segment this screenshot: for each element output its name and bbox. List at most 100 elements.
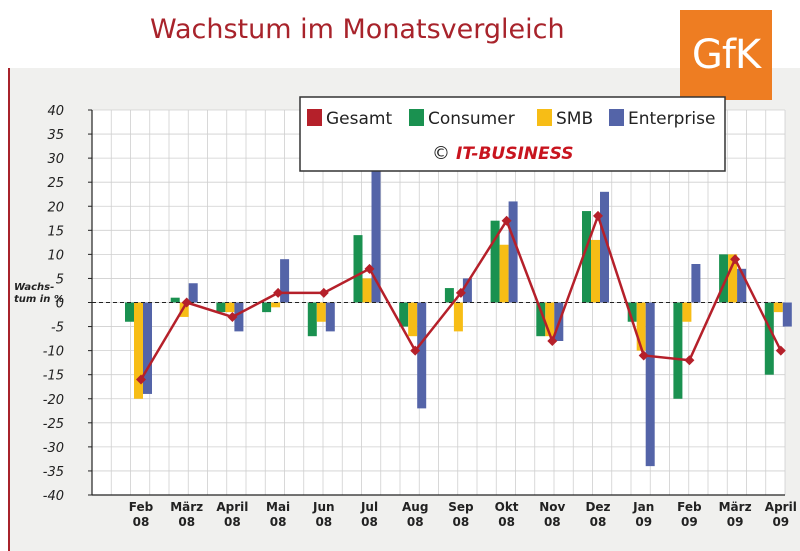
bar-smb-3 [271, 302, 281, 308]
x-label-year-4: 08 [315, 515, 332, 529]
bar-enterprise-13 [737, 268, 747, 303]
x-label-month-8: Okt [495, 500, 519, 514]
x-label-year-12: 09 [681, 515, 698, 529]
copyright-text: IT-BUSINESS [456, 144, 574, 164]
bar-consumer-8 [490, 220, 500, 303]
bar-enterprise-7 [462, 278, 472, 303]
y-tick-label-25: 25 [47, 176, 64, 191]
y-axis-label-line1: Wachs- [14, 282, 54, 293]
y-tick-labels: 40 35 30 25 20 15 10 5 0 -5 -10 -15 -20 -25 -30 -35 -40 [43, 104, 64, 504]
bar-consumer-4 [307, 302, 317, 337]
y-tick-label-10: 10 [47, 248, 64, 263]
gesamt-point-5 [364, 263, 375, 274]
x-label-month-13: März [719, 500, 752, 514]
bar-smb-8 [499, 244, 509, 303]
bar-enterprise-1 [188, 283, 198, 303]
gesamt-point-1 [181, 297, 192, 308]
y-tick-label-15: 15 [47, 224, 64, 239]
gesamt-point-14 [775, 345, 786, 356]
legend-label-consumer: Consumer [428, 109, 515, 129]
gfk-logo: GfK [680, 10, 772, 100]
left-accent-line [8, 68, 10, 551]
legend-swatch-consumer [409, 109, 424, 126]
legend-swatch-gesamt [307, 109, 322, 126]
x-label-month-1: März [170, 500, 203, 514]
y-tick-label--20: -20 [43, 393, 64, 408]
bar-consumer-7 [444, 288, 454, 303]
y-tick-label-0: 0 [56, 297, 64, 312]
x-label-year-3: 08 [270, 515, 287, 529]
legend: Gesamt Consumer SMB Enterprise © IT-BUSINES… [299, 96, 726, 172]
x-label-month-3: Mai [266, 500, 290, 514]
gesamt-point-2 [227, 311, 238, 322]
bar-consumer-5 [353, 235, 363, 303]
gesamt-line [136, 210, 786, 385]
gesamt-point-6 [410, 345, 421, 356]
bar-smb-1 [179, 302, 189, 317]
legend-label-smb: SMB [556, 109, 593, 129]
y-tick-label--40: -40 [43, 489, 64, 504]
bar-smb-13 [728, 254, 738, 303]
bar-enterprise-12 [691, 264, 701, 303]
x-label-month-5: Jul [360, 500, 378, 514]
x-label-month-12: Feb [677, 500, 702, 514]
bar-consumer-13 [719, 254, 729, 303]
bar-smb-9 [545, 302, 555, 337]
x-label-year-5: 08 [361, 515, 378, 529]
bar-smb-12 [682, 302, 692, 322]
y-tick-label--10: -10 [43, 345, 64, 360]
copyright-symbol: © [432, 143, 450, 164]
bar-smb-14 [773, 302, 783, 313]
bar-smb-0 [134, 302, 143, 399]
x-label-year-13: 09 [727, 515, 744, 529]
legend-label-enterprise: Enterprise [628, 109, 715, 129]
gesamt-point-4 [318, 287, 329, 298]
x-label-month-9: Nov [539, 500, 565, 514]
bars [125, 148, 792, 467]
x-label-year-7: 08 [453, 515, 470, 529]
gesamt-point-10 [593, 210, 603, 221]
y-tick-label--30: -30 [43, 441, 64, 456]
y-tick-label-20: 20 [47, 200, 64, 215]
legend-swatch-smb [537, 109, 552, 126]
bar-consumer-12 [673, 302, 683, 399]
bar-enterprise-10 [600, 191, 609, 303]
bar-consumer-10 [582, 211, 591, 303]
x-label-month-0: Feb [129, 500, 154, 514]
bar-consumer-9 [536, 302, 546, 337]
x-label-year-8: 08 [498, 515, 515, 529]
bar-consumer-3 [262, 302, 272, 313]
bar-enterprise-2 [234, 302, 244, 332]
bar-enterprise-0 [143, 302, 152, 394]
y-tick-label--15: -15 [43, 369, 64, 384]
gesamt-point-7 [455, 287, 466, 298]
x-label-month-10: Dez [585, 500, 610, 514]
bar-consumer-0 [125, 302, 134, 322]
bar-smb-5 [362, 278, 372, 303]
gesamt-point-0 [136, 374, 146, 385]
y-tick-label--35: -35 [43, 465, 64, 480]
y-tick-label-5: 5 [56, 272, 64, 287]
x-label-year-0: 08 [133, 515, 150, 529]
bar-smb-10 [591, 239, 600, 303]
bar-enterprise-5 [371, 148, 381, 303]
x-label-year-10: 08 [590, 515, 607, 529]
gesamt-point-13 [730, 254, 741, 265]
bar-enterprise-8 [508, 201, 518, 303]
x-label-month-2: April [216, 500, 248, 514]
x-label-year-14: 09 [772, 515, 789, 529]
gesamt-point-9 [547, 336, 558, 346]
y-tick-label-35: 35 [47, 128, 64, 143]
x-category-labels: Feb08März08April08Mai08Jun08Jul08Aug08Se… [129, 500, 797, 529]
chart-title: Wachstum im Monatsvergleich [150, 14, 565, 45]
bar-enterprise-6 [417, 302, 427, 409]
gesamt-point-12 [684, 355, 695, 366]
x-label-year-2: 08 [224, 515, 241, 529]
bar-consumer-14 [764, 302, 774, 375]
axes [88, 109, 785, 496]
x-label-month-4: Jun [312, 500, 335, 514]
x-label-month-11: Jan [632, 500, 654, 514]
x-label-month-7: Sep [448, 500, 474, 514]
gesamt-point-11 [638, 350, 649, 361]
